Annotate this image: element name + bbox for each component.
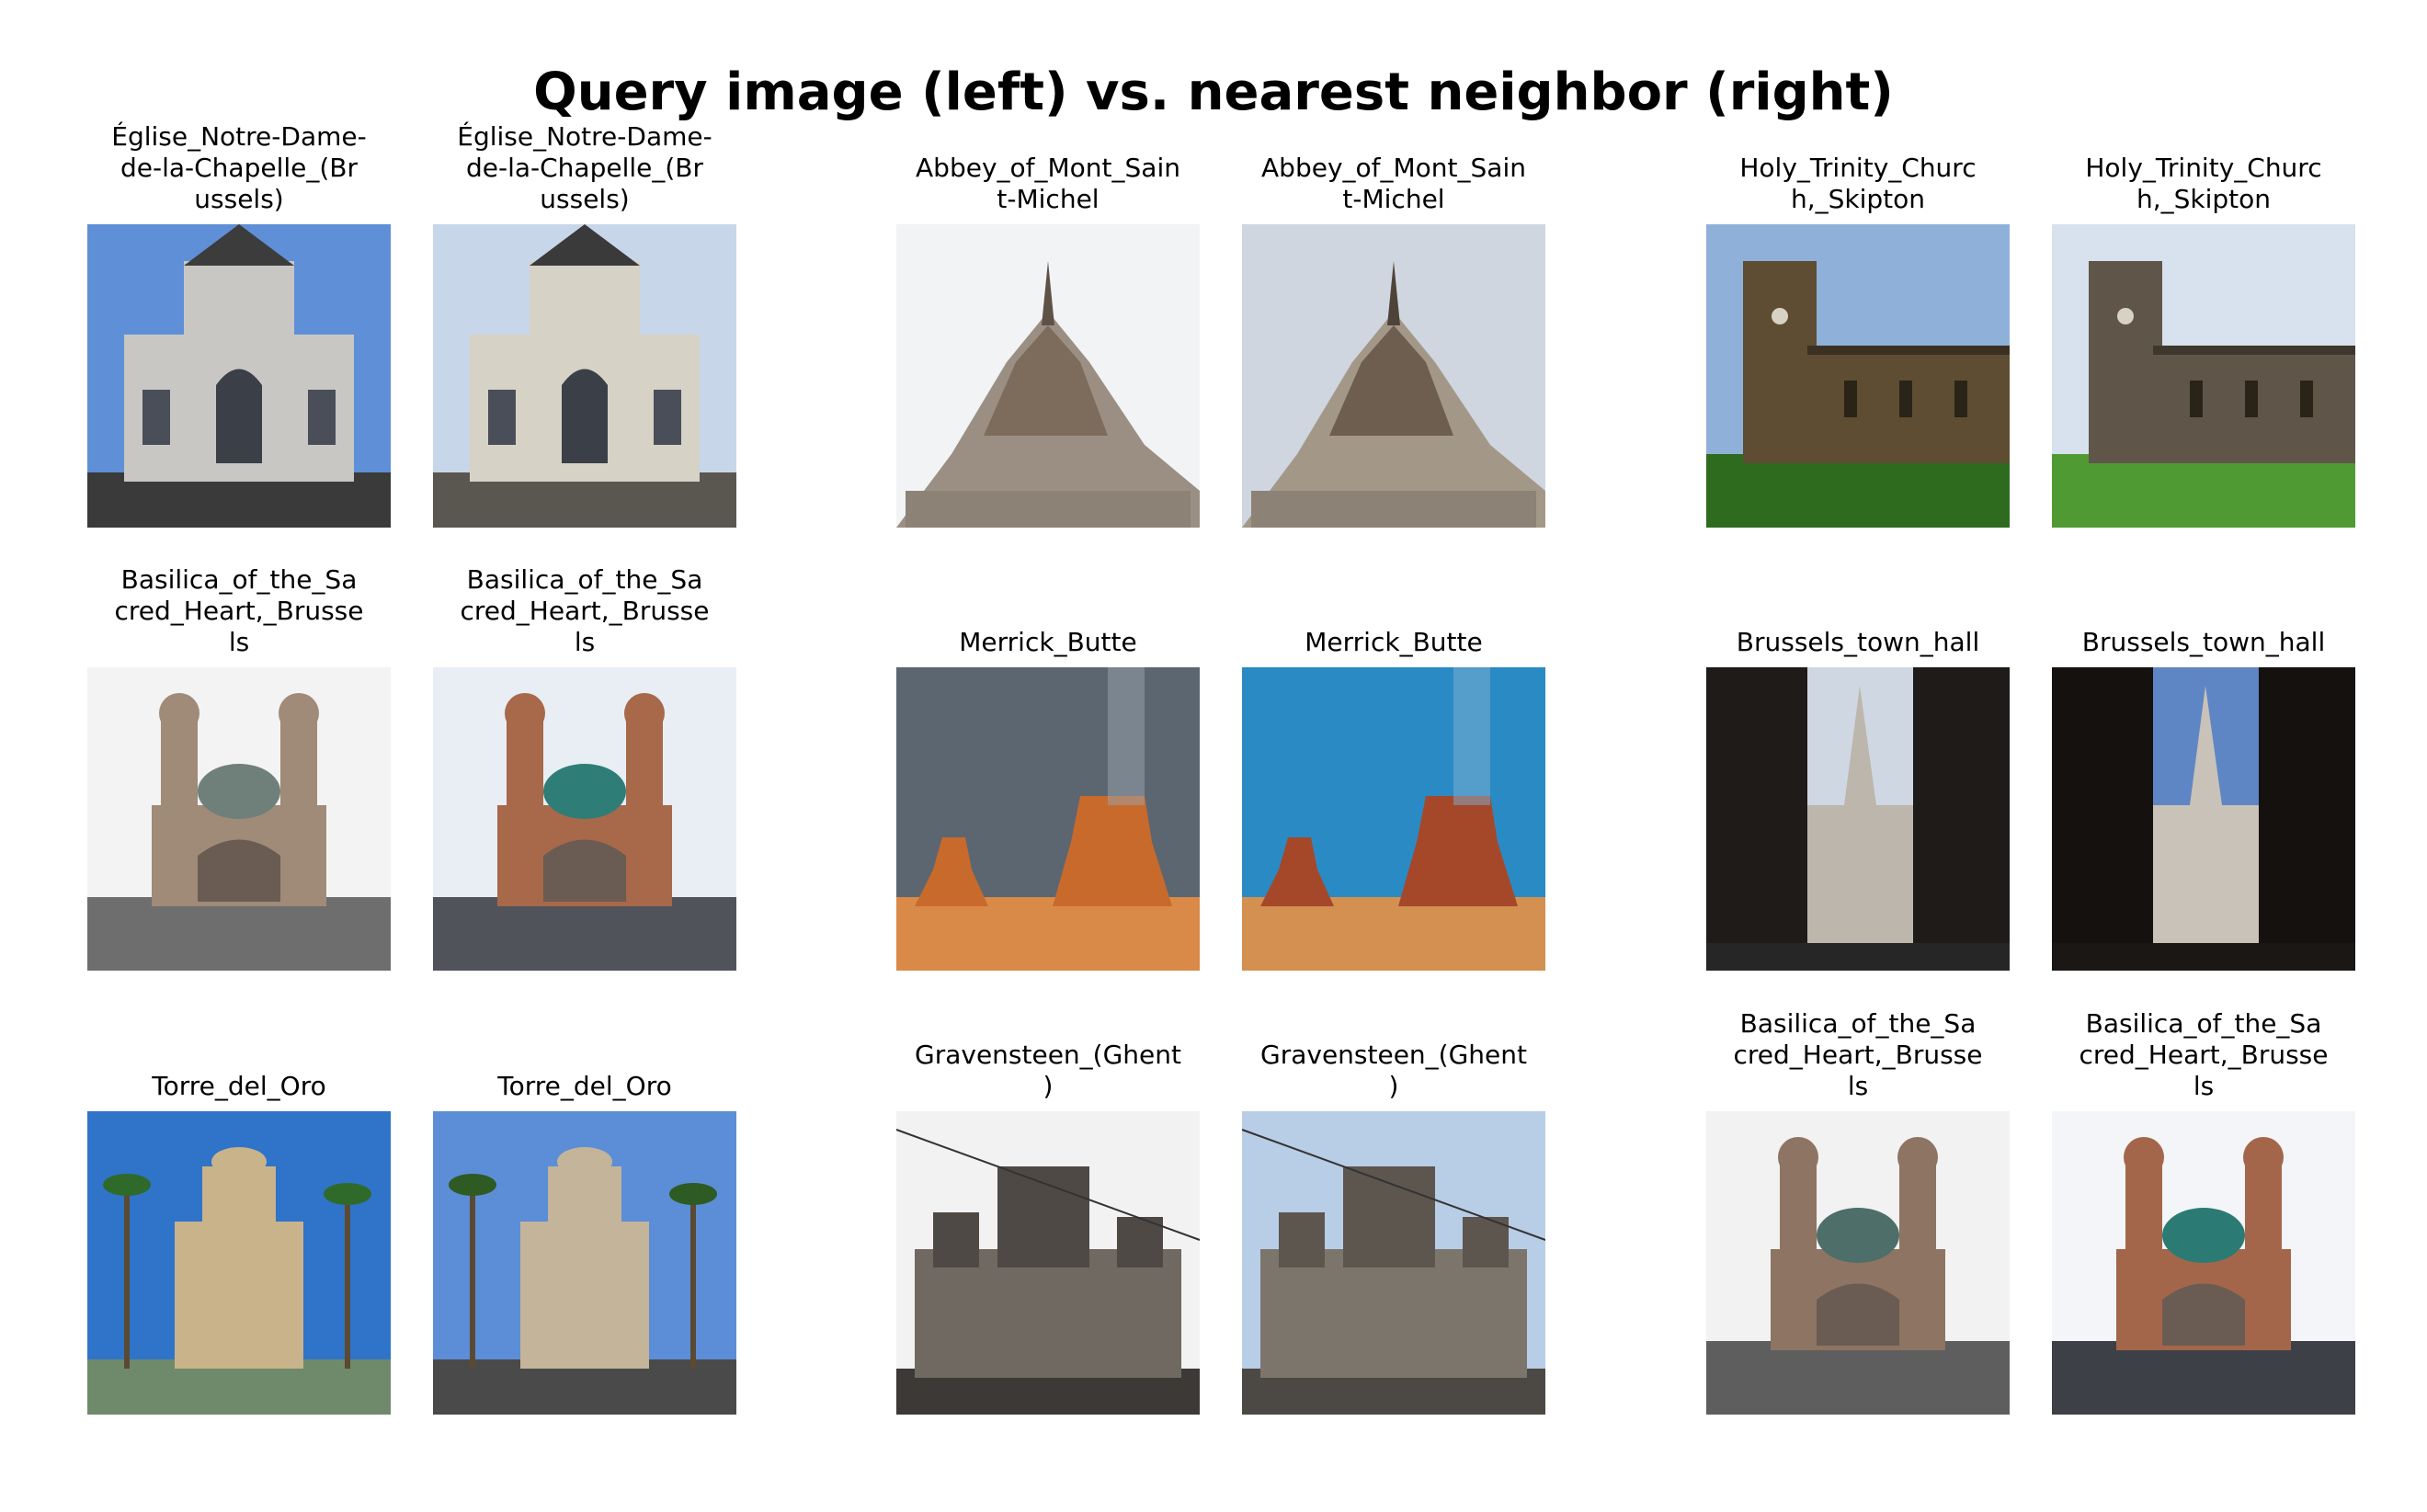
neighbor-image-label: Torre_del_Oro	[497, 1071, 672, 1101]
mont-saint-michel-photo	[896, 224, 1200, 528]
basilica-photo	[1706, 1111, 2010, 1415]
query-image-label: Basilica_of_the_Sa cred_Heart,_Brusse ls	[1733, 1008, 1983, 1101]
basilica-photo	[433, 667, 736, 971]
neighbor-landmark-photo	[433, 1111, 736, 1415]
query-image-label: Merrick_Butte	[959, 627, 1137, 657]
neighbor-landmark-photo	[433, 667, 736, 971]
neighbor-landmark-photo	[433, 224, 736, 528]
query-image-label: Basilica_of_the_Sa cred_Heart,_Brusse ls	[114, 564, 364, 657]
query-landmark-photo	[1706, 1111, 2010, 1415]
query-landmark-photo	[896, 224, 1200, 528]
castle-photo	[896, 1111, 1200, 1415]
castle-photo	[1242, 1111, 1545, 1415]
neighbor-image-label: Merrick_Butte	[1305, 627, 1483, 657]
neighbor-image-label: Église_Notre-Dame- de-la-Chapelle_(Br us…	[457, 121, 712, 214]
neighbor-landmark-photo	[2052, 1111, 2355, 1415]
neighbor-image-label: Holy_Trinity_Churc h,_Skipton	[2085, 153, 2322, 214]
query-landmark-photo	[87, 224, 391, 528]
town-hall-photo	[1706, 667, 2010, 971]
neighbor-image-label: Abbey_of_Mont_Sain t-Michel	[1261, 153, 1526, 214]
tower-photo	[433, 1111, 736, 1415]
neighbor-landmark-photo	[2052, 667, 2355, 971]
tower-photo	[87, 1111, 391, 1415]
neighbor-image-label: Basilica_of_the_Sa cred_Heart,_Brusse ls	[2079, 1008, 2329, 1101]
query-image-label: Holy_Trinity_Churc h,_Skipton	[1739, 153, 1977, 214]
basilica-photo	[87, 667, 391, 971]
query-landmark-photo	[1706, 224, 2010, 528]
figure-title: Query image (left) vs. nearest neighbor …	[533, 63, 1894, 122]
query-image-label: Gravensteen_(Ghent )	[915, 1040, 1181, 1101]
query-landmark-photo	[87, 667, 391, 971]
neighbor-landmark-photo	[1242, 1111, 1545, 1415]
desert-butte-photo	[1242, 667, 1545, 971]
neighbor-landmark-photo	[2052, 224, 2355, 528]
query-landmark-photo	[87, 1111, 391, 1415]
neighbor-landmark-photo	[1242, 224, 1545, 528]
town-hall-photo	[2052, 667, 2355, 971]
stone-church-photo	[1706, 224, 2010, 528]
mont-saint-michel-photo	[1242, 224, 1545, 528]
neighbor-image-label: Brussels_town_hall	[2081, 627, 2326, 657]
query-landmark-photo	[896, 1111, 1200, 1415]
neighbor-image-label: Gravensteen_(Ghent )	[1260, 1040, 1527, 1101]
query-image-label: Torre_del_Oro	[152, 1071, 326, 1101]
query-landmark-photo	[1706, 667, 2010, 971]
desert-butte-photo	[896, 667, 1200, 971]
basilica-photo	[2052, 1111, 2355, 1415]
query-image-label: Église_Notre-Dame- de-la-Chapelle_(Br us…	[111, 121, 367, 214]
gothic-church-photo	[433, 224, 736, 528]
neighbor-image-label: Basilica_of_the_Sa cred_Heart,_Brusse ls	[460, 564, 710, 657]
query-image-label: Brussels_town_hall	[1736, 627, 1980, 657]
query-image-label: Abbey_of_Mont_Sain t-Michel	[916, 153, 1180, 214]
gothic-church-photo	[87, 224, 391, 528]
neighbor-landmark-photo	[1242, 667, 1545, 971]
stone-church-photo	[2052, 224, 2355, 528]
query-landmark-photo	[896, 667, 1200, 971]
